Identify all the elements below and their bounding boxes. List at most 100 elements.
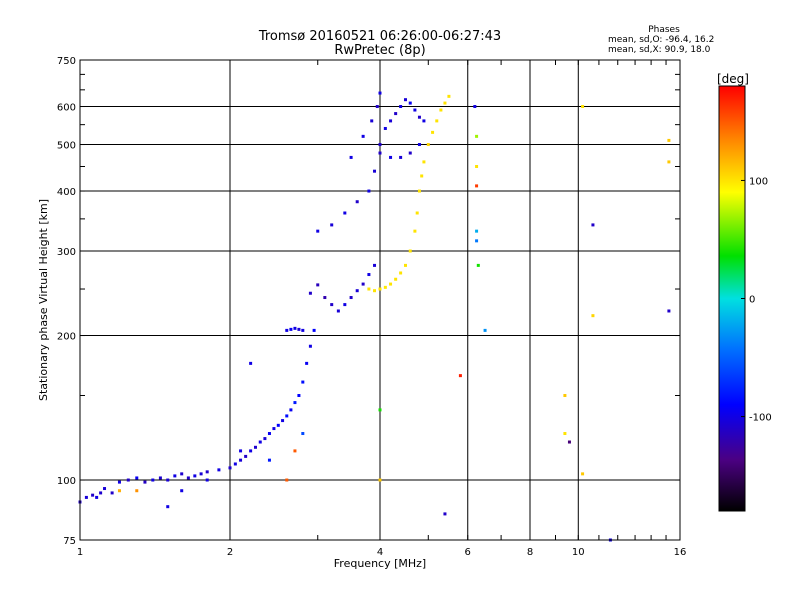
echo-point	[249, 361, 253, 365]
echo-point	[267, 458, 271, 462]
data-points	[78, 91, 671, 542]
echo-point	[285, 414, 289, 418]
colorbar	[718, 85, 746, 512]
echo-point	[135, 489, 139, 493]
echo-point	[343, 211, 347, 215]
x-tick-label: 10	[572, 547, 585, 558]
echo-point	[239, 458, 243, 462]
echo-point	[563, 432, 567, 436]
echo-point	[305, 361, 309, 365]
echo-point	[426, 143, 430, 147]
echo-point	[276, 423, 280, 427]
echo-point	[349, 296, 353, 300]
echo-point	[443, 512, 447, 516]
echo-point	[180, 489, 184, 493]
y-tick-label: 500	[57, 141, 76, 152]
echo-point	[383, 285, 387, 289]
echo-point	[244, 454, 248, 458]
echo-point	[228, 466, 232, 470]
echo-point	[475, 184, 479, 188]
echo-point	[166, 505, 170, 509]
echo-point	[378, 287, 382, 291]
y-tick-label: 750	[57, 56, 76, 67]
echo-point	[443, 101, 447, 105]
echo-point	[389, 119, 393, 123]
echo-point	[373, 169, 377, 173]
echo-point	[591, 223, 595, 227]
echo-point	[408, 249, 412, 253]
colorbar-label: [deg]	[717, 72, 749, 86]
phase-stats-x: mean, sd,X: 90.9, 18.0	[608, 45, 711, 55]
echo-point	[373, 263, 377, 267]
echo-point	[84, 495, 88, 499]
echo-point	[289, 327, 293, 331]
x-tick-label: 6	[465, 547, 471, 558]
chart-subtitle: RwPretec (8p)	[334, 43, 425, 58]
echo-point	[439, 108, 443, 112]
echo-point	[249, 449, 253, 453]
echo-point	[316, 283, 320, 287]
echo-point	[281, 419, 285, 423]
echo-point	[126, 478, 130, 482]
echo-point	[475, 229, 479, 233]
echo-point	[297, 327, 301, 331]
y-tick-label: 200	[57, 332, 76, 343]
echo-point	[367, 273, 371, 277]
echo-point	[383, 126, 387, 130]
echo-point	[483, 328, 487, 332]
echo-point	[361, 282, 365, 286]
echo-point	[289, 408, 293, 412]
echo-point	[267, 432, 271, 436]
echo-point	[389, 282, 393, 286]
echo-point	[361, 134, 365, 138]
echo-point	[285, 328, 289, 332]
y-tick-label: 600	[57, 103, 76, 114]
echo-point	[99, 491, 103, 495]
echo-point	[567, 440, 571, 444]
echo-point	[413, 229, 417, 233]
grid-lines	[80, 60, 680, 540]
echo-point	[293, 401, 297, 405]
colorbar-tick-label: 100	[749, 176, 768, 187]
x-tick-label: 4	[377, 547, 383, 558]
echo-point	[378, 91, 382, 95]
echo-point	[308, 344, 312, 348]
echo-point	[408, 151, 412, 155]
y-tick-label: 300	[57, 247, 76, 258]
x-tick-label: 2	[227, 547, 233, 558]
echo-point	[297, 394, 301, 398]
echo-point	[591, 314, 595, 318]
echo-point	[349, 155, 353, 159]
echo-point	[173, 474, 177, 478]
y-tick-label: 100	[57, 476, 76, 487]
echo-point	[435, 119, 439, 123]
echo-point	[399, 271, 403, 275]
echo-point	[103, 487, 107, 491]
echo-point	[417, 189, 421, 193]
echo-point	[205, 478, 209, 482]
echo-point	[343, 303, 347, 307]
echo-point	[422, 119, 426, 123]
echo-point	[205, 470, 209, 474]
echo-point	[355, 289, 359, 293]
echo-point	[422, 160, 426, 164]
echo-point	[399, 155, 403, 159]
echo-point	[563, 394, 567, 398]
x-tick-label: 8	[527, 547, 533, 558]
echo-point	[258, 440, 262, 444]
echo-point	[316, 229, 320, 233]
echo-point	[239, 449, 243, 453]
axis-ticks: 1 2 4 6 8 10 16 75 100 200 300 400 500 600 750	[57, 56, 686, 558]
colorbar-ticks: 100 0 -100	[741, 176, 772, 424]
phase-stats-o: mean, sd,O: -96.4, 16.2	[608, 35, 714, 45]
echo-point	[473, 105, 477, 109]
echo-point	[180, 472, 184, 476]
echo-point	[476, 263, 480, 267]
echo-point	[301, 432, 305, 436]
echo-point	[403, 98, 407, 102]
echo-point	[193, 474, 197, 478]
y-tick-label: 400	[57, 187, 76, 198]
echo-point	[378, 478, 382, 482]
y-axis-label: Stationary phase Virtual Height [km]	[37, 199, 50, 401]
